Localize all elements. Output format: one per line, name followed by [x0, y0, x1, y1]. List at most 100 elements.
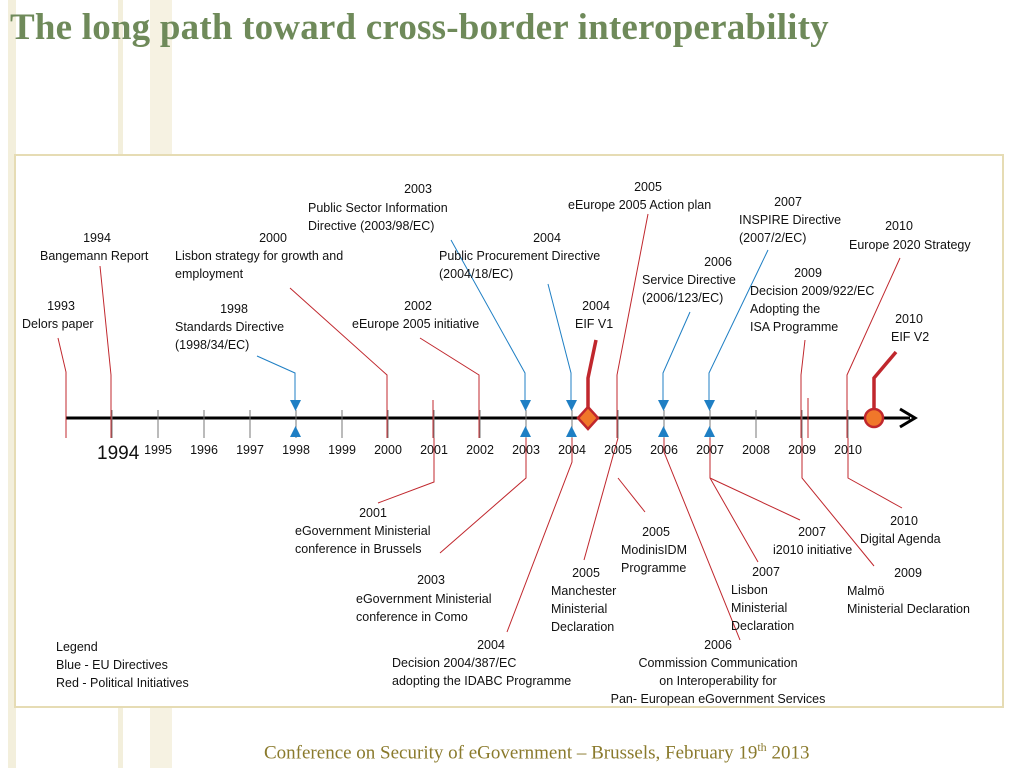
directive-marker-2007 — [704, 400, 715, 411]
event-year: 2010 — [895, 312, 923, 326]
event-label: eGovernment Ministerial conference in Co… — [356, 592, 492, 624]
event-label: Public Sector Information Directive (200… — [308, 201, 448, 233]
event-year: 2004 — [533, 231, 561, 245]
event-label: Digital Agenda — [860, 532, 941, 546]
connector-1998 — [256, 355, 296, 400]
event-label: Bangemann Report — [40, 249, 149, 263]
page-title: The long path toward cross-border intero… — [10, 7, 829, 48]
event-label: ModinisIDM Programme — [621, 543, 687, 575]
connector-2000 — [289, 287, 388, 438]
axis-tick-label: 2006 — [650, 443, 678, 457]
event-year: 2006 — [704, 638, 732, 652]
event-label: Manchester Ministerial Declaration — [551, 584, 617, 634]
connector-below-2005b — [617, 477, 646, 513]
event-year: 2004 — [582, 299, 610, 313]
event-year: 2009 — [894, 566, 922, 580]
event-year: 2007 — [798, 525, 826, 539]
axis-tick-label: 2000 — [374, 443, 402, 457]
footer-year: 2013 — [766, 742, 810, 764]
axis-tick-label: 1997 — [236, 443, 264, 457]
event-year: 2003 — [404, 182, 432, 196]
event-year: 2009 — [794, 266, 822, 280]
eif-v1-flag — [586, 339, 598, 410]
event-year: 2005 — [634, 180, 662, 194]
timeline-arrowhead — [899, 407, 918, 429]
directive-marker-1998 — [290, 400, 301, 411]
connector-2010 — [846, 257, 901, 438]
footer-text: Conference on Security of eGovernment – … — [264, 740, 809, 764]
directive-marker-2004 — [566, 400, 577, 411]
connector-2006 — [662, 311, 691, 400]
legend-title: Legend — [56, 640, 98, 654]
event-year: 1998 — [220, 302, 248, 316]
eif-v1-diamond — [576, 405, 600, 431]
connector-below-2001 — [377, 438, 435, 504]
event-label: Commission Communication on Interoperabi… — [610, 656, 826, 706]
connector-2005 — [616, 213, 649, 438]
connector-2007 — [708, 249, 769, 400]
connector-2003 — [450, 239, 526, 400]
event-label: Lisbon strategy for growth and employmen… — [175, 249, 344, 281]
event-label: Service Directive (2006/123/EC) — [642, 273, 736, 305]
connector-1994 — [99, 265, 112, 438]
directive-marker-2006 — [658, 426, 669, 437]
eif-v2-flag — [872, 350, 898, 410]
axis-tick-label: 1996 — [190, 443, 218, 457]
directive-marker-1998 — [290, 426, 301, 437]
axis-year-1994: 1994 — [97, 443, 140, 464]
diagram-frame — [14, 154, 1004, 708]
axis-tick-label: 2001 — [420, 443, 448, 457]
event-label: Public Procurement Directive (2004/18/EC… — [439, 249, 601, 281]
connector-below-2009 — [801, 438, 875, 567]
directive-marker-2003 — [520, 426, 531, 437]
connector-below-2005a — [583, 437, 619, 561]
event-label: Decision 2004/387/EC adopting the IDABC … — [392, 656, 572, 688]
axis-tick-label: 2002 — [466, 443, 494, 457]
axis-tick-label: 2007 — [696, 443, 724, 457]
event-year: 2001 — [359, 506, 387, 520]
axis-ticks — [111, 410, 849, 438]
axis-tick-label: 2008 — [742, 443, 770, 457]
decor-stripe — [8, 0, 16, 768]
event-year: 2010 — [885, 219, 913, 233]
axis-tick-label: 2010 — [834, 443, 862, 457]
directive-marker-2004 — [566, 426, 577, 437]
event-year: 2007 — [774, 195, 802, 209]
event-label: Standards Directive (1998/34/EC) — [175, 320, 285, 352]
legend-blue: Blue - EU Directives — [56, 658, 168, 672]
event-year: 2005 — [642, 525, 670, 539]
event-label: EIF V2 — [891, 330, 930, 344]
connector-below-2004 — [506, 438, 573, 633]
event-year: 2010 — [890, 514, 918, 528]
axis-tick-label: 1995 — [144, 443, 172, 457]
connector-2002 — [419, 337, 480, 438]
connector-below-2003 — [439, 438, 527, 554]
directive-marker-2006 — [658, 400, 669, 411]
event-label: Europe 2020 Strategy — [849, 238, 971, 252]
event-label: eEurope 2005 Action plan — [568, 198, 712, 212]
directive-marker-2007 — [704, 426, 715, 437]
event-year: 2003 — [417, 573, 445, 587]
axis-tick-label: 2009 — [788, 443, 816, 457]
footer-sup: th — [757, 740, 767, 754]
axis-tick-label: 2005 — [604, 443, 632, 457]
event-year: 2004 — [477, 638, 505, 652]
footer-main: Conference on Security of eGovernment – … — [264, 742, 758, 764]
event-label: Decision 2009/922/EC Adopting the ISA Pr… — [750, 284, 875, 334]
event-label: INSPIRE Directive (2007/2/EC) — [739, 213, 842, 245]
event-label: Malmö Ministerial Declaration — [847, 584, 970, 616]
connector-below-2007b — [709, 477, 801, 521]
axis-tick-label: 2004 — [558, 443, 586, 457]
event-label: Lisbon Ministerial Declaration — [731, 583, 795, 633]
event-label: Delors paper — [22, 317, 94, 331]
event-year: 2006 — [704, 255, 732, 269]
axis-tick-label: 1998 — [282, 443, 310, 457]
event-label: eEurope 2005 initiative — [352, 317, 480, 331]
eif-v2-circle — [863, 407, 885, 429]
connector-2004a — [547, 283, 572, 400]
event-year: 1993 — [47, 299, 75, 313]
event-label: i2010 initiative — [773, 543, 853, 557]
legend-red: Red - Political Initiatives — [56, 676, 189, 690]
connector-1993 — [57, 337, 67, 438]
